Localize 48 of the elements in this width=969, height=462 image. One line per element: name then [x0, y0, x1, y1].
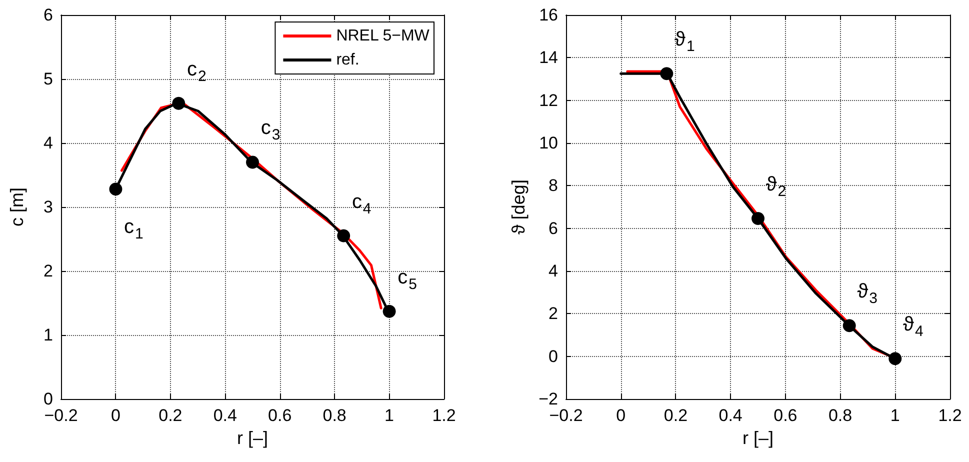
y-tick-label: 14	[539, 48, 558, 68]
x-tick-label: 0.2	[158, 406, 182, 425]
y-tick-label: 5	[44, 70, 53, 88]
x-tick-label: 0	[110, 406, 120, 425]
y-tick-label: 10	[539, 134, 558, 152]
y-axis-title: ϑ [deg]	[508, 180, 529, 234]
x-tick-label: 0.6	[268, 406, 292, 425]
point	[382, 304, 396, 318]
y-axis-title: c [m]	[7, 188, 27, 226]
x-tick-label: 0.8	[828, 406, 852, 425]
point	[888, 352, 902, 366]
y-tick-label: 12	[539, 90, 558, 110]
point	[246, 156, 259, 169]
y-tick-label: 6	[44, 6, 53, 24]
y-tick-label: 0	[44, 390, 53, 408]
y-tick-label: 6	[548, 218, 558, 238]
y-tick-label: 4	[44, 134, 53, 152]
y-tick-label: 1	[44, 326, 53, 344]
x-tick-label: 1	[384, 406, 394, 425]
legend-label: NREL 5−MW	[336, 28, 430, 44]
x-axis-title: r [–]	[236, 428, 268, 448]
y-tick-label: 0	[548, 346, 558, 366]
y-tick-label: 4	[548, 262, 558, 280]
x-tick-label: 0.2	[664, 406, 688, 425]
y-tick-label: 2	[548, 304, 558, 324]
x-tick-label: −0.2	[549, 406, 583, 425]
legend-label: ref.	[336, 52, 360, 68]
x-tick-label: −0.2	[44, 406, 78, 425]
y-tick-label: 16	[539, 6, 558, 24]
point	[660, 67, 674, 80]
point	[109, 182, 122, 196]
x-tick-label: 0.4	[213, 406, 237, 425]
y-tick-label: 3	[44, 198, 53, 216]
x-tick-label: 1.2	[432, 406, 456, 425]
x-tick-label: 0.6	[774, 406, 798, 425]
point	[752, 212, 764, 226]
x-tick-label: 1.2	[938, 406, 962, 425]
y-tick-label: 2	[44, 262, 53, 280]
x-tick-label: 0	[616, 406, 626, 425]
point	[842, 319, 856, 332]
x-tick-label: 0.4	[718, 406, 742, 425]
point	[172, 96, 186, 110]
x-tick-label: 1	[890, 406, 900, 425]
x-tick-label: 0.8	[322, 406, 346, 425]
x-axis-title: r [–]	[742, 428, 774, 448]
y-tick-label: −2	[538, 390, 558, 408]
point	[337, 229, 350, 242]
y-tick-label: 8	[548, 176, 558, 196]
